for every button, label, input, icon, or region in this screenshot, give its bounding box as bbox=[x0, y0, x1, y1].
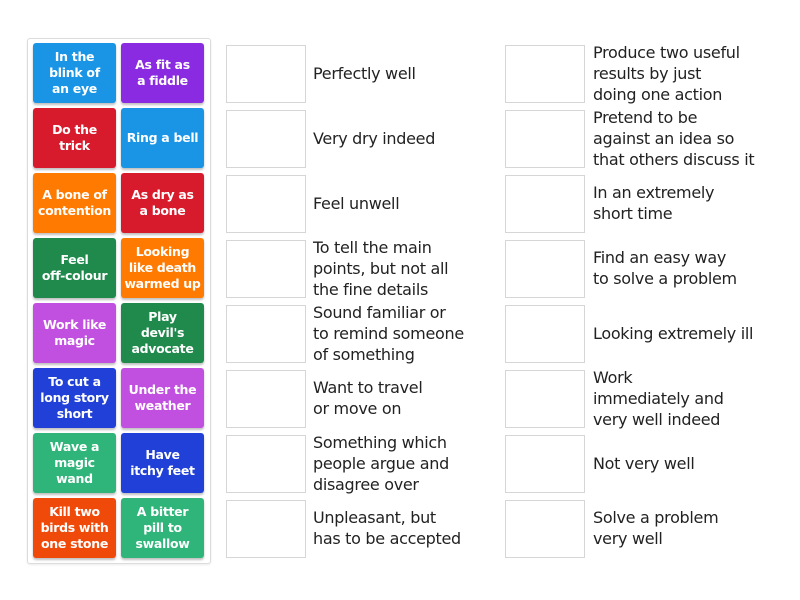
definition-text: Want to travel or move on bbox=[313, 378, 423, 418]
idiom-tile-label: Play devil's advocate bbox=[131, 309, 194, 356]
idiom-tile-label: A bitter pill to swallow bbox=[135, 504, 190, 551]
idiom-tile-label: To cut a long story short bbox=[40, 374, 109, 421]
idiom-tile-label: Looking like death warmed up bbox=[124, 244, 201, 291]
drop-slot[interactable] bbox=[226, 435, 306, 493]
idiom-tile[interactable]: A bitter pill to swallow bbox=[121, 498, 204, 558]
idiom-tile[interactable]: Ring a bell bbox=[121, 108, 204, 168]
idiom-tile[interactable]: In the blink of an eye bbox=[33, 43, 116, 103]
idiom-tile[interactable]: Have itchy feet bbox=[121, 433, 204, 493]
idiom-tile-label: As dry as a bone bbox=[131, 187, 194, 218]
drop-slot[interactable] bbox=[505, 370, 585, 428]
definition-text: Looking extremely ill bbox=[593, 323, 754, 343]
idiom-tile[interactable]: Wave a magic wand bbox=[33, 433, 116, 493]
idiom-tile-label: Have itchy feet bbox=[130, 447, 195, 478]
definition-text: Perfectly well bbox=[313, 63, 416, 83]
definition-text: Something which people argue and disagre… bbox=[313, 432, 449, 494]
definition-text: Not very well bbox=[593, 453, 695, 473]
idiom-tile[interactable]: Play devil's advocate bbox=[121, 303, 204, 363]
idiom-tile-label: A bone of contention bbox=[38, 187, 111, 218]
drop-slot[interactable] bbox=[226, 370, 306, 428]
definition-text: Pretend to be against an idea so that ot… bbox=[593, 107, 755, 169]
definition-text: Produce two useful results by just doing… bbox=[593, 42, 740, 104]
idiom-tile[interactable]: Kill two birds with one stone bbox=[33, 498, 116, 558]
idiom-tile[interactable]: As fit as a fiddle bbox=[121, 43, 204, 103]
idiom-tile[interactable]: Work like magic bbox=[33, 303, 116, 363]
definition-text: Find an easy way to solve a problem bbox=[593, 248, 737, 288]
drop-slot[interactable] bbox=[226, 240, 306, 298]
drop-slot[interactable] bbox=[226, 305, 306, 363]
idiom-tile-label: In the blink of an eye bbox=[49, 49, 100, 96]
idiom-tile[interactable]: Under the weather bbox=[121, 368, 204, 428]
idiom-tile-label: Do the trick bbox=[52, 122, 97, 153]
drop-slot[interactable] bbox=[505, 175, 585, 233]
idiom-tile[interactable]: To cut a long story short bbox=[33, 368, 116, 428]
idiom-tile-label: Kill two birds with one stone bbox=[40, 504, 109, 551]
idiom-tile-label: Under the weather bbox=[128, 382, 197, 413]
drop-slot[interactable] bbox=[505, 435, 585, 493]
definition-text: Very dry indeed bbox=[313, 128, 436, 148]
definition-text: Work immediately and very well indeed bbox=[593, 367, 724, 429]
definition-text: In an extremely short time bbox=[593, 183, 715, 223]
drop-slot[interactable] bbox=[226, 45, 306, 103]
idiom-tile-label: As fit as a fiddle bbox=[135, 57, 190, 88]
definition-text: Unpleasant, but has to be accepted bbox=[313, 508, 461, 548]
idiom-tile-label: Wave a magic wand bbox=[49, 439, 100, 486]
idiom-tile-label: Feel off-colour bbox=[41, 252, 108, 283]
idiom-tile[interactable]: A bone of contention bbox=[33, 173, 116, 233]
drop-slot[interactable] bbox=[226, 175, 306, 233]
drop-slot[interactable] bbox=[505, 500, 585, 558]
definition-text: Sound familiar or to remind someone of s… bbox=[313, 302, 464, 364]
definition-text: Solve a problem very well bbox=[593, 508, 719, 548]
drop-slot[interactable] bbox=[226, 500, 306, 558]
drop-slot[interactable] bbox=[505, 110, 585, 168]
idiom-tile-label: Work like magic bbox=[42, 317, 107, 348]
drop-slot[interactable] bbox=[505, 305, 585, 363]
definition-text: Feel unwell bbox=[313, 193, 400, 213]
drop-slot[interactable] bbox=[226, 110, 306, 168]
idiom-tile[interactable]: Feel off-colour bbox=[33, 238, 116, 298]
definition-text: To tell the main points, but not all the… bbox=[313, 237, 449, 299]
drop-slot[interactable] bbox=[505, 45, 585, 103]
idiom-tile[interactable]: Looking like death warmed up bbox=[121, 238, 204, 298]
drop-slot[interactable] bbox=[505, 240, 585, 298]
idiom-tile-label: Ring a bell bbox=[126, 130, 199, 145]
idiom-tile[interactable]: Do the trick bbox=[33, 108, 116, 168]
idiom-tile[interactable]: As dry as a bone bbox=[121, 173, 204, 233]
